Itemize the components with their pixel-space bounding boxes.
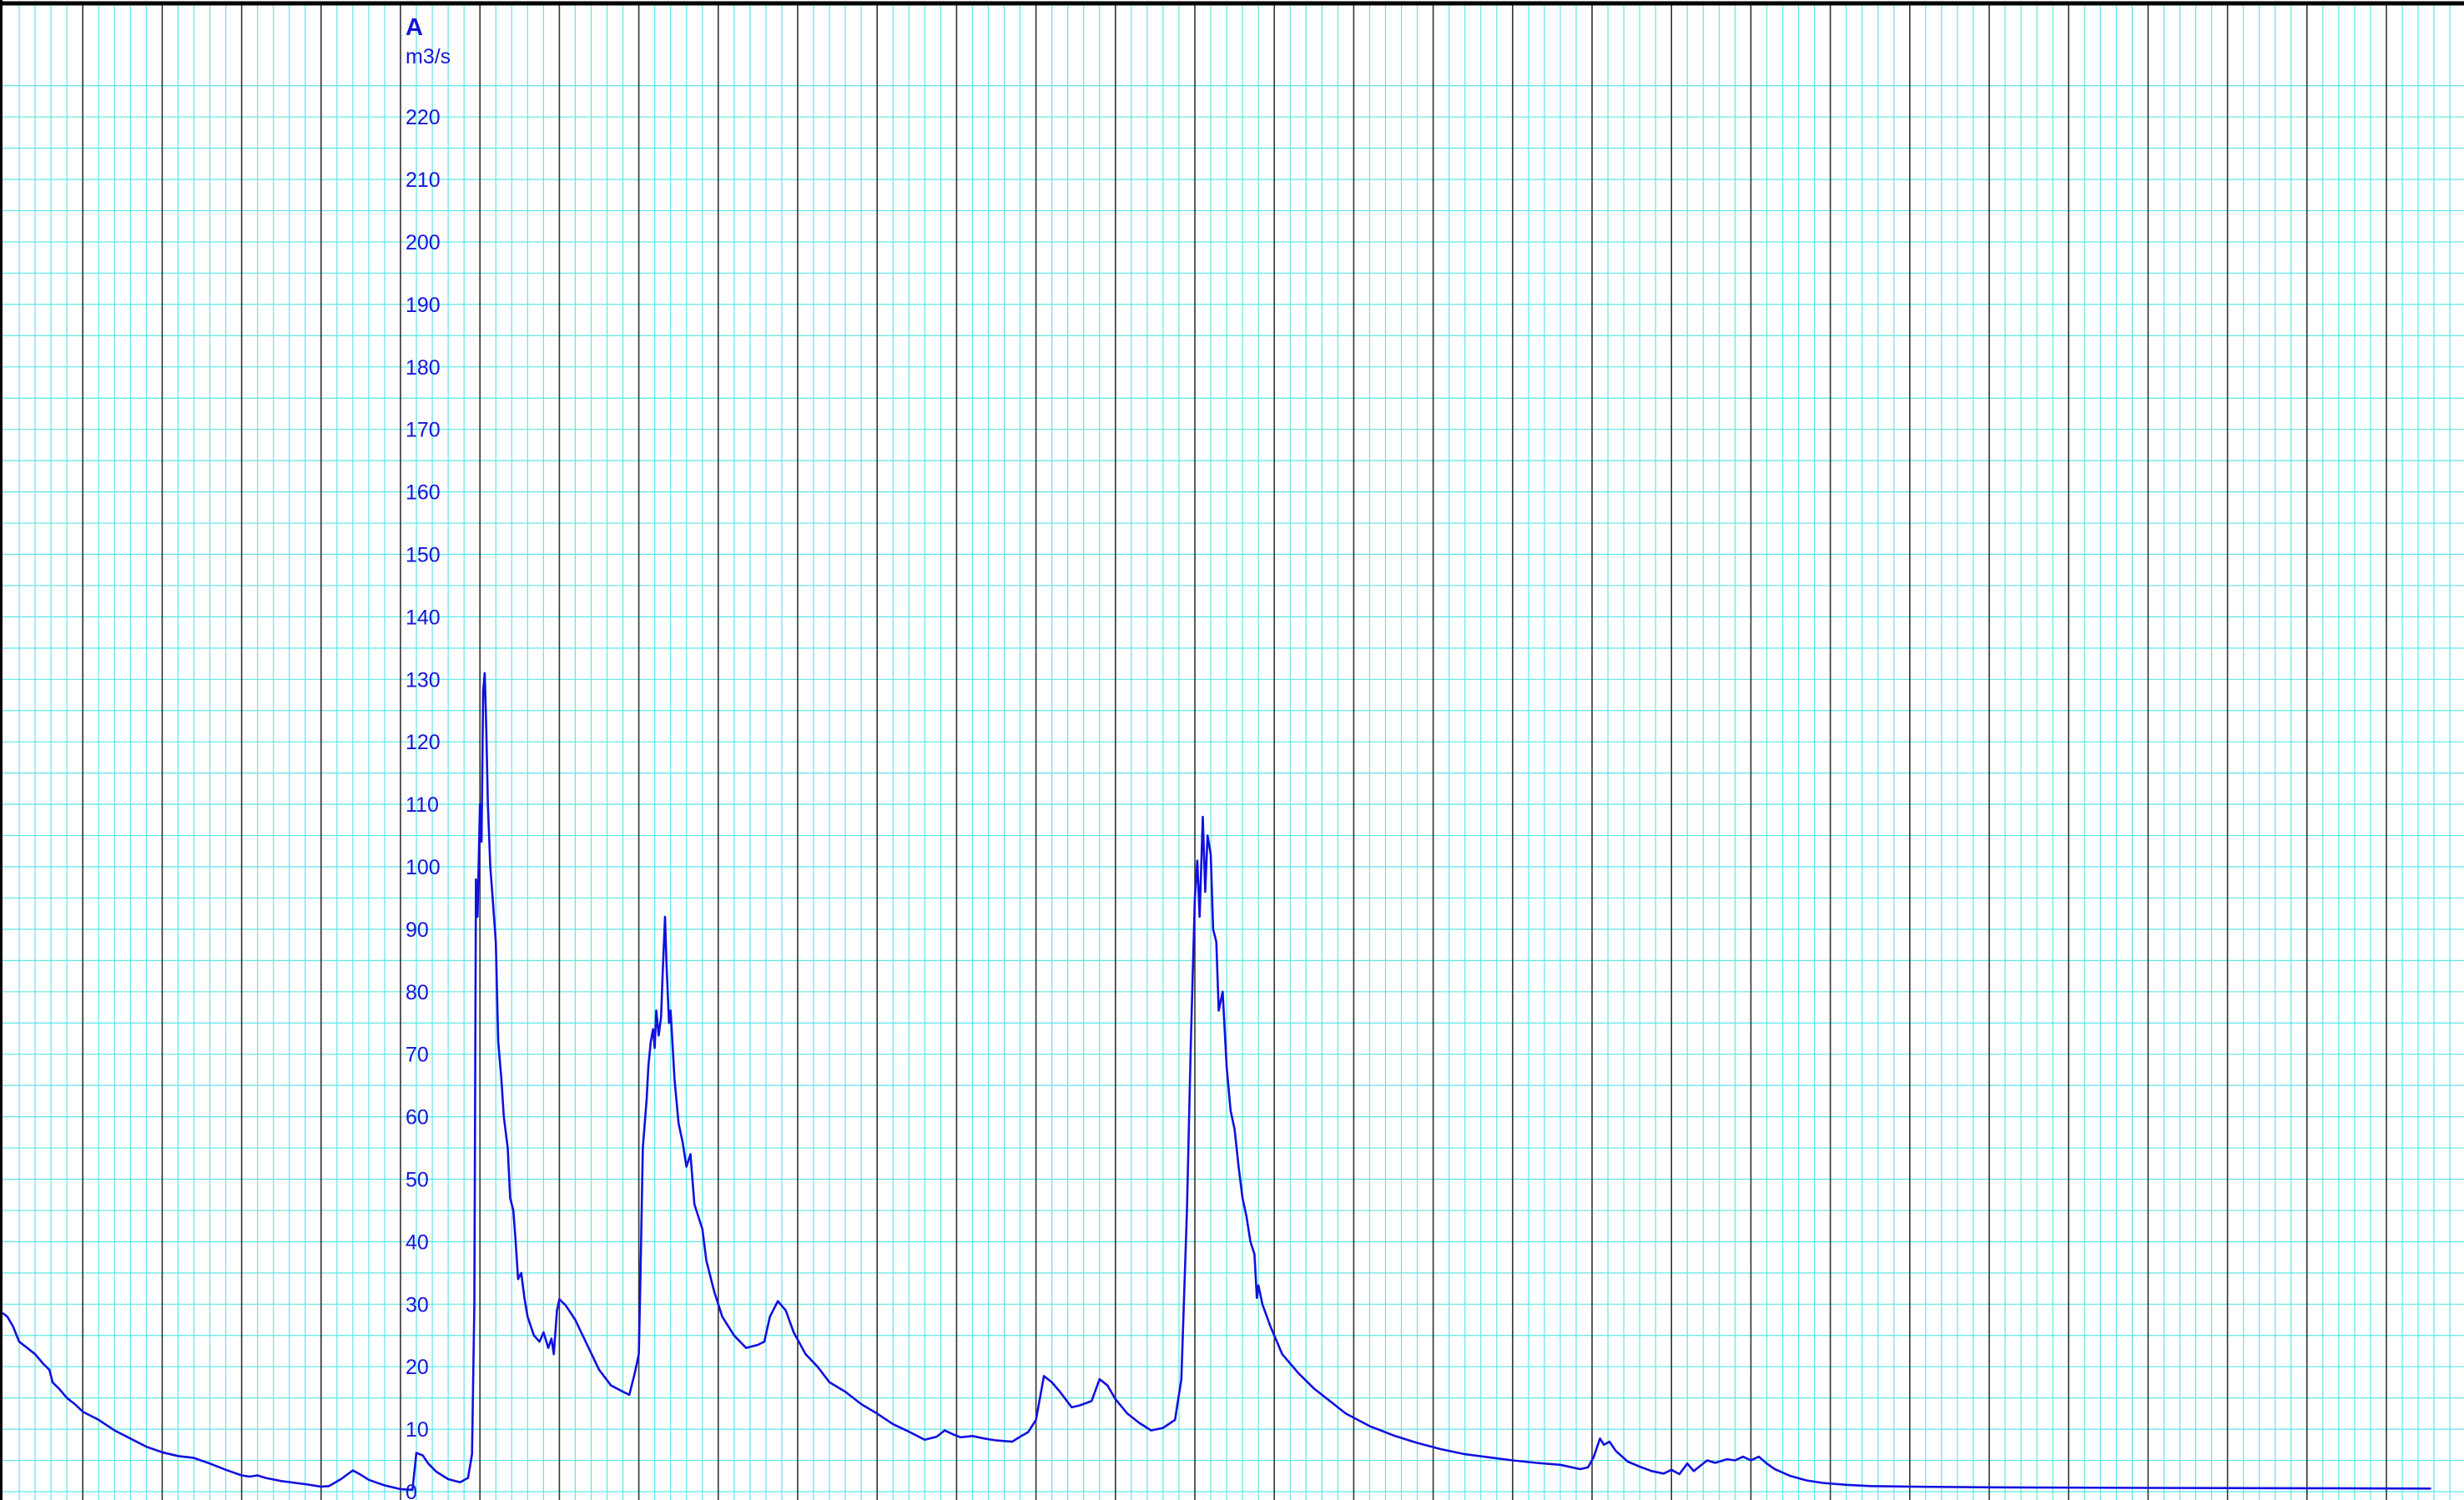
y-tick-label: 30 [406,1293,429,1316]
y-tick-label: 80 [406,981,429,1004]
y-tick-label: 140 [406,606,441,629]
y-tick-label: 10 [406,1418,429,1442]
y-axis-ticks: 0102030405060708090100110120130140150160… [406,106,441,1500]
y-tick-label: 100 [406,856,441,879]
series-line-0 [2,672,2431,1492]
y-tick-label: 40 [406,1231,429,1254]
minor-grid [0,5,2464,1500]
y-tick-label: 70 [406,1044,429,1067]
y-tick-label: 150 [406,544,441,567]
y-tick-label: 60 [406,1106,429,1130]
y-tick-label: 200 [406,231,441,254]
y-tick-label: 210 [406,169,441,192]
major-grid [82,5,2387,1500]
y-tick-label: 90 [406,919,429,942]
y-tick-label: 120 [406,731,441,754]
y-tick-label: 130 [406,668,441,692]
axis-letter: A [406,14,423,41]
series-layer [2,672,2431,1492]
y-tick-label: 170 [406,419,441,442]
y-tick-label: 190 [406,294,441,317]
y-tick-label: 110 [406,793,439,817]
y-tick-label: 220 [406,106,441,129]
unit-label: m3/s [406,45,451,68]
y-tick-label: 160 [406,481,441,505]
y-tick-label: 180 [406,356,441,380]
y-tick-label: 50 [406,1169,429,1192]
y-tick-label: 20 [406,1356,429,1379]
